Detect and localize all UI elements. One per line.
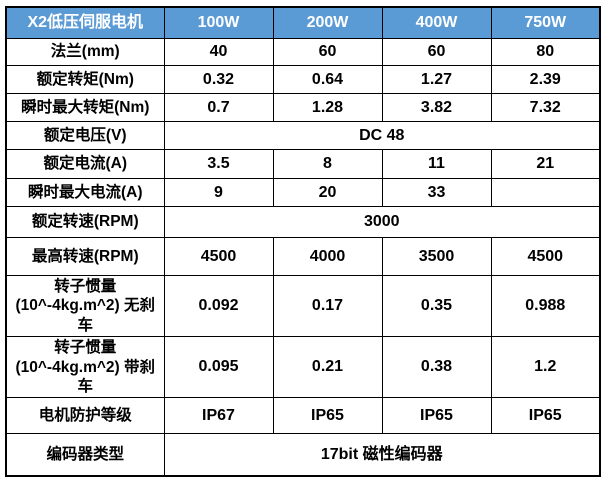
value-cell: 9	[163, 178, 274, 207]
row-label: 编码器类型	[5, 433, 165, 477]
column-header-200w: 200W	[272, 6, 383, 39]
column-header-100w: 100W	[163, 6, 274, 39]
value-cell: IP65	[490, 397, 601, 435]
row-label: 瞬时最大电流(A)	[5, 178, 165, 207]
value-cell: 0.7	[163, 93, 274, 122]
row-label: 转子惯量(10^-4kg.m^2) 无刹车	[5, 274, 165, 338]
table-body: 法兰(mm) 40 60 60 80 额定转矩(Nm) 0.32 0.64 1.27 2.39 瞬时…	[5, 38, 601, 477]
table-row: 转子惯量(10^-4kg.m^2) 无刹车 0.092 0.17 0.35 0.988	[5, 274, 601, 338]
merged-value-cell: DC 48	[163, 121, 601, 150]
value-cell: 40	[163, 38, 274, 66]
value-cell: 33	[381, 178, 492, 207]
header-row: X2低压伺服电机 100W 200W 400W 750W	[5, 6, 601, 39]
table-row: 瞬时最大转矩(Nm) 0.7 1.28 3.82 7.32	[5, 93, 601, 122]
value-cell: 1.27	[381, 65, 492, 94]
table-row: 额定转速(RPM) 3000	[5, 206, 601, 238]
table-row: 法兰(mm) 40 60 60 80	[5, 38, 601, 66]
value-cell: 60	[381, 38, 492, 66]
table-title: X2低压伺服电机	[5, 6, 165, 39]
column-header-750w: 750W	[490, 6, 601, 39]
value-cell: 0.32	[163, 65, 274, 94]
row-label: 额定电压(V)	[5, 121, 165, 150]
row-label: 额定电流(A)	[5, 149, 165, 179]
value-cell: 3500	[381, 237, 492, 276]
value-cell: 0.64	[272, 65, 383, 94]
value-cell: 3.82	[381, 93, 492, 122]
value-cell: 3.5	[163, 149, 274, 179]
table-row: 瞬时最大电流(A) 9 20 33	[5, 178, 601, 207]
value-cell: 7.32	[490, 93, 601, 122]
value-cell: 0.092	[163, 274, 274, 338]
spec-sheet-page: X2低压伺服电机 100W 200W 400W 750W 法兰(mm) 40 60 60 80…	[5, 6, 601, 477]
value-cell: 1.28	[272, 93, 383, 122]
value-cell: 21	[490, 149, 601, 179]
value-cell: 4500	[490, 237, 601, 276]
value-cell: 0.988	[490, 274, 601, 338]
column-header-400w: 400W	[381, 6, 492, 39]
value-cell: 0.38	[381, 336, 492, 399]
value-cell: 0.35	[381, 274, 492, 338]
row-label: 额定转矩(Nm)	[5, 65, 165, 94]
table-row: 编码器类型 17bit 磁性编码器	[5, 433, 601, 477]
value-cell: 4500	[163, 237, 274, 276]
value-cell: 0.21	[272, 336, 383, 399]
row-label: 额定转速(RPM)	[5, 206, 165, 238]
table-row: 额定电流(A) 3.5 8 11 21	[5, 149, 601, 179]
table-row: 转子惯量(10^-4kg.m^2) 带刹车 0.095 0.21 0.38 1.2	[5, 336, 601, 399]
value-cell: 0.17	[272, 274, 383, 338]
merged-value-cell: 17bit 磁性编码器	[163, 433, 601, 477]
row-label: 瞬时最大转矩(Nm)	[5, 93, 165, 122]
table-row: 额定转矩(Nm) 0.32 0.64 1.27 2.39	[5, 65, 601, 94]
value-cell: 80	[490, 38, 601, 66]
value-cell: 0.095	[163, 336, 274, 399]
value-cell: 60	[272, 38, 383, 66]
value-cell: 1.2	[490, 336, 601, 399]
table-row: 电机防护等级 IP67 IP65 IP65 IP65	[5, 397, 601, 435]
empty-value-cell	[490, 178, 601, 207]
motor-spec-table: X2低压伺服电机 100W 200W 400W 750W 法兰(mm) 40 60 60 80…	[5, 6, 601, 477]
table-row: 额定电压(V) DC 48	[5, 121, 601, 150]
row-label: 法兰(mm)	[5, 38, 165, 66]
value-cell: IP65	[381, 397, 492, 435]
value-cell: IP67	[163, 397, 274, 435]
table-row: 最高转速(RPM) 4500 4000 3500 4500	[5, 237, 601, 276]
value-cell: 8	[272, 149, 383, 179]
value-cell: IP65	[272, 397, 383, 435]
value-cell: 20	[272, 178, 383, 207]
row-label: 最高转速(RPM)	[5, 237, 165, 276]
merged-value-cell: 3000	[163, 206, 601, 238]
value-cell: 2.39	[490, 65, 601, 94]
row-label: 转子惯量(10^-4kg.m^2) 带刹车	[5, 336, 165, 399]
value-cell: 11	[381, 149, 492, 179]
row-label: 电机防护等级	[5, 397, 165, 435]
value-cell: 4000	[272, 237, 383, 276]
